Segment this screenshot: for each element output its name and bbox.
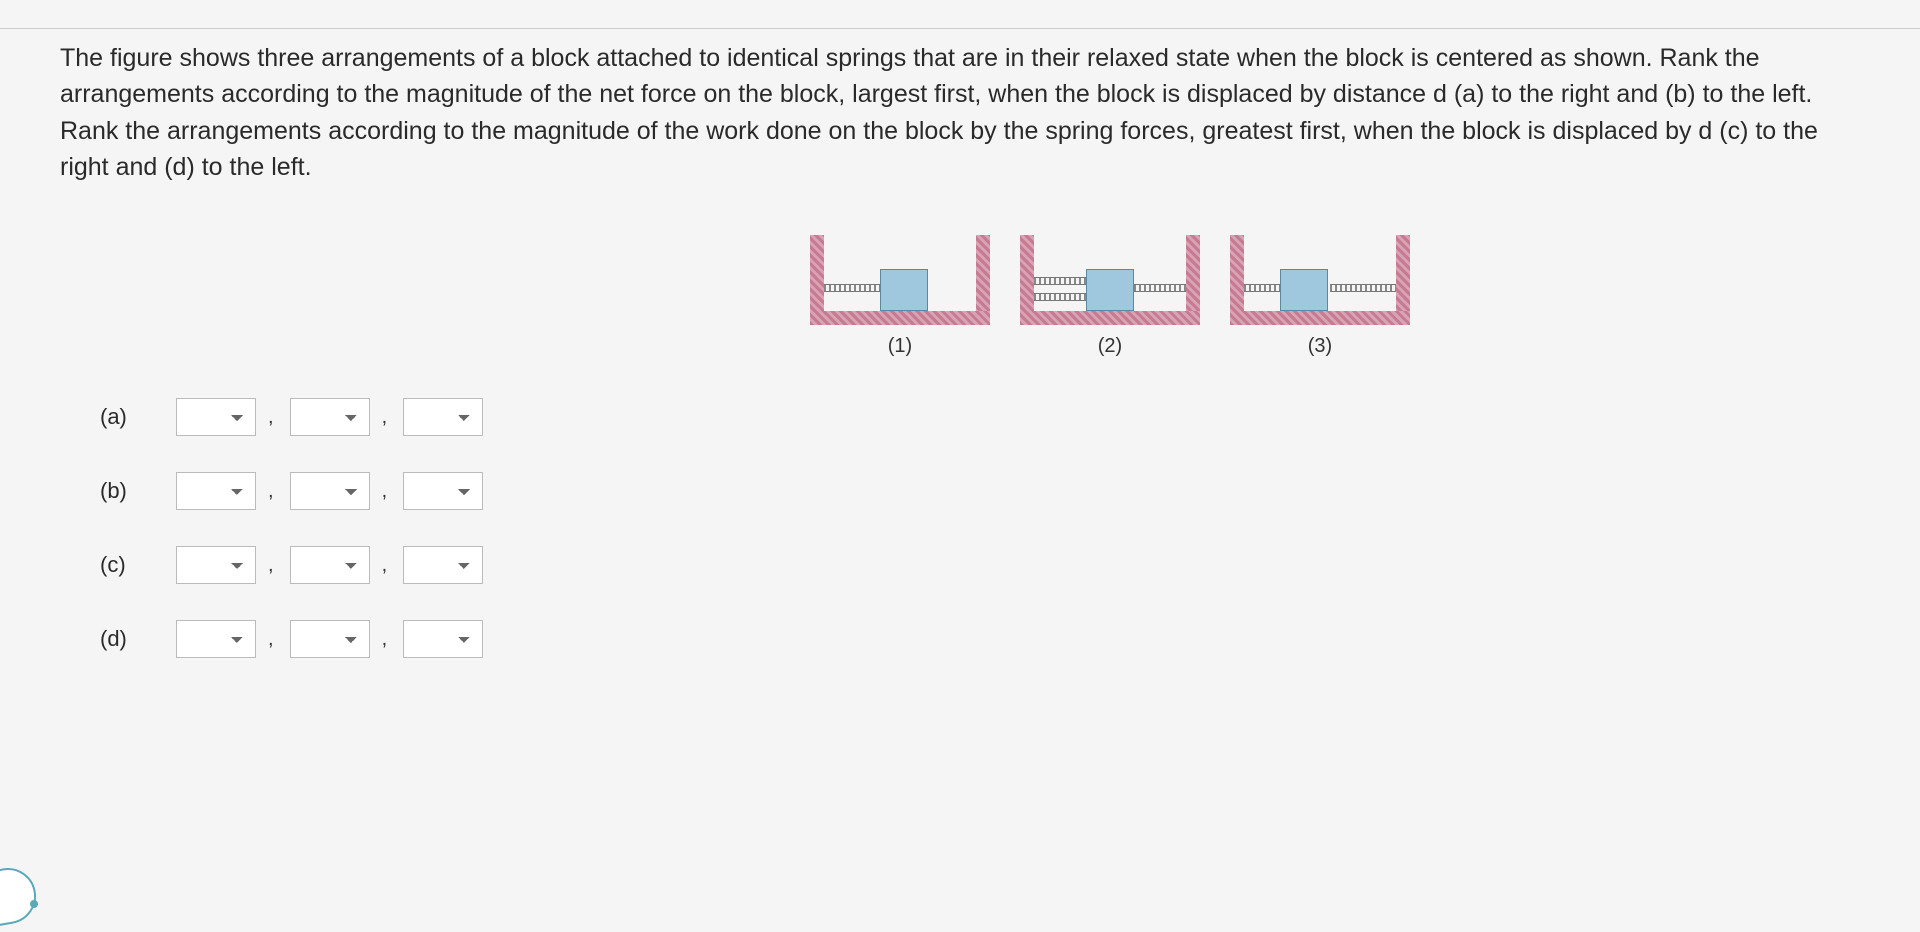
diagram-1 (810, 235, 990, 325)
spring-icon (1330, 284, 1396, 292)
wall-bottom (1230, 311, 1410, 325)
rank-select-a-2[interactable]: 123 (290, 398, 370, 436)
arrangement-2: (2) (1020, 235, 1200, 358)
figure-label-3: (3) (1308, 335, 1332, 358)
block-icon (1280, 269, 1328, 311)
rank-select-d-1[interactable]: 123 (176, 620, 256, 658)
rank-select-c-1[interactable]: 123 (176, 546, 256, 584)
rank-select-c-3[interactable]: 123 (403, 546, 483, 584)
spring-icon (1034, 293, 1086, 301)
block-icon (1086, 269, 1134, 311)
rank-select-b-1[interactable]: 123 (176, 472, 256, 510)
diagram-2 (1020, 235, 1200, 325)
rank-select-b-3[interactable]: 123 (403, 472, 483, 510)
answer-row-b: (b) 123 , 123 , 123 (100, 472, 1860, 510)
arrangement-3: (3) (1230, 235, 1410, 358)
row-label-b: (b) (100, 478, 170, 504)
diagram-3 (1230, 235, 1410, 325)
answer-row-a: (a) 123 , 123 , 123 (100, 398, 1860, 436)
figure-label-2: (2) (1098, 335, 1122, 358)
spring-icon (824, 284, 880, 292)
help-dot-icon (30, 900, 38, 908)
figure-area: (1) (2) (3) (60, 235, 1860, 358)
answer-row-d: (d) 123 , 123 , 123 (100, 620, 1860, 658)
rank-select-c-2[interactable]: 123 (290, 546, 370, 584)
question-text: The figure shows three arrangements of a… (60, 40, 1860, 185)
separator: , (268, 480, 274, 503)
separator: , (382, 554, 388, 577)
wall-bottom (1020, 311, 1200, 325)
spring-icon (1134, 284, 1186, 292)
figure-label-1: (1) (888, 335, 912, 358)
separator: , (268, 406, 274, 429)
separator: , (382, 480, 388, 503)
rank-select-d-3[interactable]: 123 (403, 620, 483, 658)
rank-select-b-2[interactable]: 123 (290, 472, 370, 510)
answer-row-c: (c) 123 , 123 , 123 (100, 546, 1860, 584)
top-divider (0, 28, 1920, 29)
spring-icon (1034, 277, 1086, 285)
rank-select-a-3[interactable]: 123 (403, 398, 483, 436)
separator: , (382, 406, 388, 429)
arrangement-1: (1) (810, 235, 990, 358)
separator: , (382, 628, 388, 651)
help-bubble-icon[interactable] (0, 864, 40, 929)
row-label-a: (a) (100, 404, 170, 430)
rank-select-d-2[interactable]: 123 (290, 620, 370, 658)
row-label-c: (c) (100, 552, 170, 578)
spring-icon (1244, 284, 1280, 292)
separator: , (268, 554, 274, 577)
separator: , (268, 628, 274, 651)
block-icon (880, 269, 928, 311)
row-label-d: (d) (100, 626, 170, 652)
wall-bottom (810, 311, 990, 325)
answers-area: (a) 123 , 123 , 123 (b) 123 , 123 , 123 … (100, 398, 1860, 658)
rank-select-a-1[interactable]: 123 (176, 398, 256, 436)
